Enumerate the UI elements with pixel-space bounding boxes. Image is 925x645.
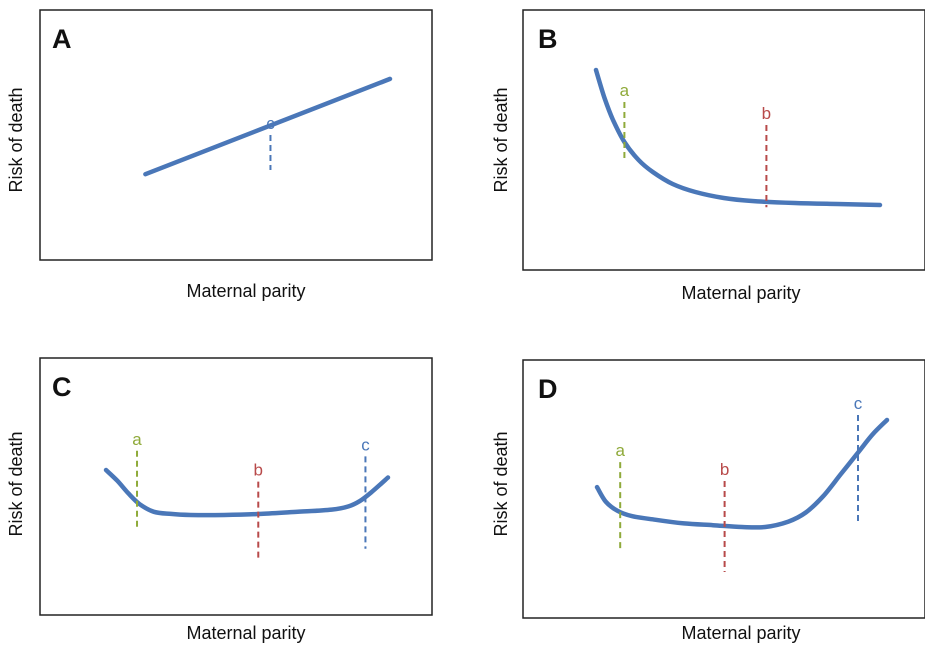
marker-label-a: a xyxy=(132,430,142,449)
y-axis-label: Risk of death xyxy=(491,87,511,192)
risk-curve xyxy=(593,67,883,208)
marker-label-b: b xyxy=(762,104,771,123)
y-axis-label: Risk of death xyxy=(6,87,26,192)
panel-b: B Risk of death Maternal parity a b xyxy=(491,9,925,303)
x-axis-label: Maternal parity xyxy=(186,281,305,301)
panel-letter: B xyxy=(538,24,558,54)
panel-letter: A xyxy=(52,24,72,54)
panel-frame xyxy=(522,9,925,271)
marker-label-a: a xyxy=(620,81,630,100)
panel-a: A Risk of death Maternal parity c xyxy=(6,9,433,301)
risk-curve xyxy=(594,417,890,530)
panel-letter: C xyxy=(52,372,72,402)
x-axis-label: Maternal parity xyxy=(186,623,305,643)
panel-frame xyxy=(39,9,433,261)
y-axis-label: Risk of death xyxy=(491,431,511,536)
y-axis-label: Risk of death xyxy=(6,431,26,536)
panel-c: C Risk of death Maternal parity a b c xyxy=(6,357,433,643)
marker-label-b: b xyxy=(720,460,729,479)
risk-curve xyxy=(143,76,393,177)
panel-letter: D xyxy=(538,374,558,404)
x-axis-label: Maternal parity xyxy=(681,623,800,643)
marker-label-c: c xyxy=(361,435,370,454)
marker-label-c: c xyxy=(266,114,275,133)
marker-label-a: a xyxy=(615,441,625,460)
marker-label-c: c xyxy=(854,394,863,413)
x-axis-label: Maternal parity xyxy=(681,283,800,303)
risk-curve xyxy=(103,467,391,518)
panel-frame xyxy=(39,357,433,616)
marker-label-b: b xyxy=(254,461,263,480)
panel-d: D Risk of death Maternal parity a b c xyxy=(491,359,925,643)
panel-frame xyxy=(522,359,925,619)
